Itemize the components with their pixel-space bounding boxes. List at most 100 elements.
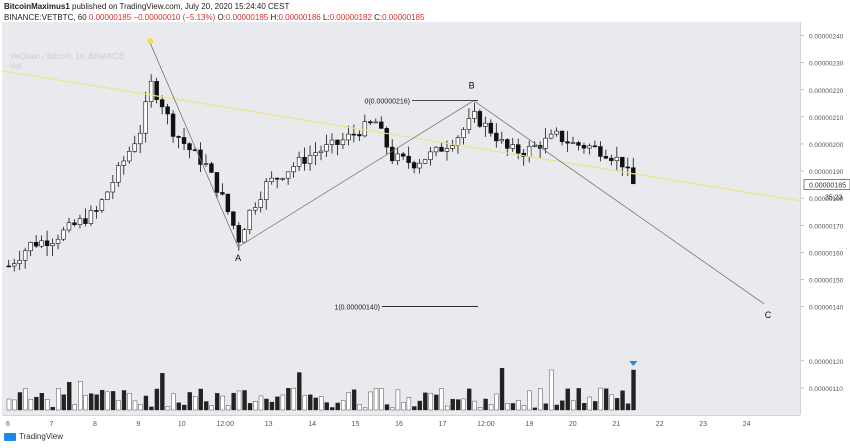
candle-body [181,137,187,144]
price-tick-label: 0.00000110 [809,386,843,393]
volume-bar [466,388,472,411]
volume-bar [110,391,116,411]
volume-bar [308,394,313,411]
wave-label: A [235,253,241,263]
candle-body [192,149,198,152]
candle-body [50,243,55,246]
candle-body [543,137,548,149]
volume-bar [390,407,395,411]
volume-bar [193,396,198,411]
price-tick-label: 0.00000180 [809,196,844,203]
l-label: L: [322,13,330,22]
candle-body [450,145,455,149]
volume-bar [631,369,636,411]
candle-body [587,145,592,149]
candle-body [247,209,253,231]
candle-body [510,144,515,149]
volume-bar [319,396,324,411]
volume-bar [494,393,499,411]
ohlc-line: BINANCE:VETBTC, 60 0.00000185 −0.0000001… [4,13,424,22]
candle-body [165,106,170,115]
candle-body [33,242,39,247]
candle-body [110,182,116,193]
candle-body [324,144,329,152]
price-tick-label: 0.00000240 [809,34,844,41]
candle-body [242,229,247,243]
volume-bar [439,388,444,411]
candle-body [313,152,318,156]
volume-bar [357,404,362,411]
candle-body [39,240,44,247]
candle-body [291,166,296,173]
volume-bar [138,404,143,411]
candle-body [170,113,176,137]
volume-bar [214,393,220,411]
volume-bar [625,403,631,411]
time-tick-label: 16 [395,421,403,428]
volume-bar [242,390,247,411]
volume-bar [132,400,138,411]
candle-body [99,199,105,211]
volume-bar [445,405,450,411]
candle-body [472,111,477,119]
l-value: 0.00000182 [329,13,372,22]
volume-marker-icon [629,361,638,366]
volume-bar [23,388,28,411]
candle-body [6,265,11,268]
volume-bar [412,406,417,411]
candle-body [598,146,603,157]
time-axis[interactable]: 6 7 8 9 10 12:00 13 14 15 16 17 12:00 19 20 21 22 23 24 [2,415,800,430]
volume-bar [99,389,105,411]
volume-bar [510,403,516,411]
candle-body [609,157,614,162]
candle-body [72,222,77,226]
price-axis[interactable]: 0.00000240 0.00000230 0.00000220 0.00000210… [800,22,850,415]
volume-bar [488,404,494,411]
candle-body [198,149,203,165]
volume-bar [373,388,379,411]
volume-bar [609,394,614,411]
volume-bar [67,381,72,411]
price-axis-svg: 0.00000240 0.00000230 0.00000220 0.00000210… [801,34,850,393]
volume-bar [560,400,565,411]
volume-bar [395,389,401,411]
change-value: 0.00000185 −0.00000010 (−5.13%) [88,13,216,22]
time-tick-label: 20 [569,421,577,428]
volume-bar [291,387,297,411]
candle-body [559,130,565,142]
candle-body [148,81,154,102]
candle-body [395,153,400,162]
candle-body [581,145,587,149]
candle-body [318,150,324,153]
volume-bar [127,393,132,411]
candle-body [576,142,581,146]
volume-bar [461,398,466,411]
volume-bar [313,397,318,411]
publish-info: BitcoinMaximus1 published on TradingView… [4,2,289,11]
volume-bar [434,394,439,411]
price-tick-label: 0.00000160 [809,250,844,257]
volume-bar [187,392,192,411]
volume-bar [521,405,527,411]
candle-body [483,122,488,127]
chart-legend: VeChain / Bitcoin, 1h, BINANCE Vol [10,52,124,72]
candle-body [209,163,214,173]
time-tick-label: 24 [743,421,751,428]
candle-body [428,151,433,160]
volume-bar [384,404,390,411]
price-tick-label: 0.00000230 [809,61,844,68]
volume-bar [45,399,50,411]
candle-body [499,139,504,142]
author-name[interactable]: BitcoinMaximus1 [4,2,70,11]
chart-svg[interactable]: 0(0.00000216) 1(0.00000140) A B C [2,22,800,415]
candle-body [515,144,521,154]
volume-bar [220,395,225,411]
chart-plot-area[interactable]: 0(0.00000216) 1(0.00000140) A B C VeChain / … [2,22,800,415]
volume-bar [78,381,83,411]
volume-bar [554,404,560,411]
candle-body [220,192,225,195]
candle-body [307,155,313,164]
candle-body [603,156,609,159]
volume-bar [88,393,94,411]
footer: TradingView [4,432,63,441]
